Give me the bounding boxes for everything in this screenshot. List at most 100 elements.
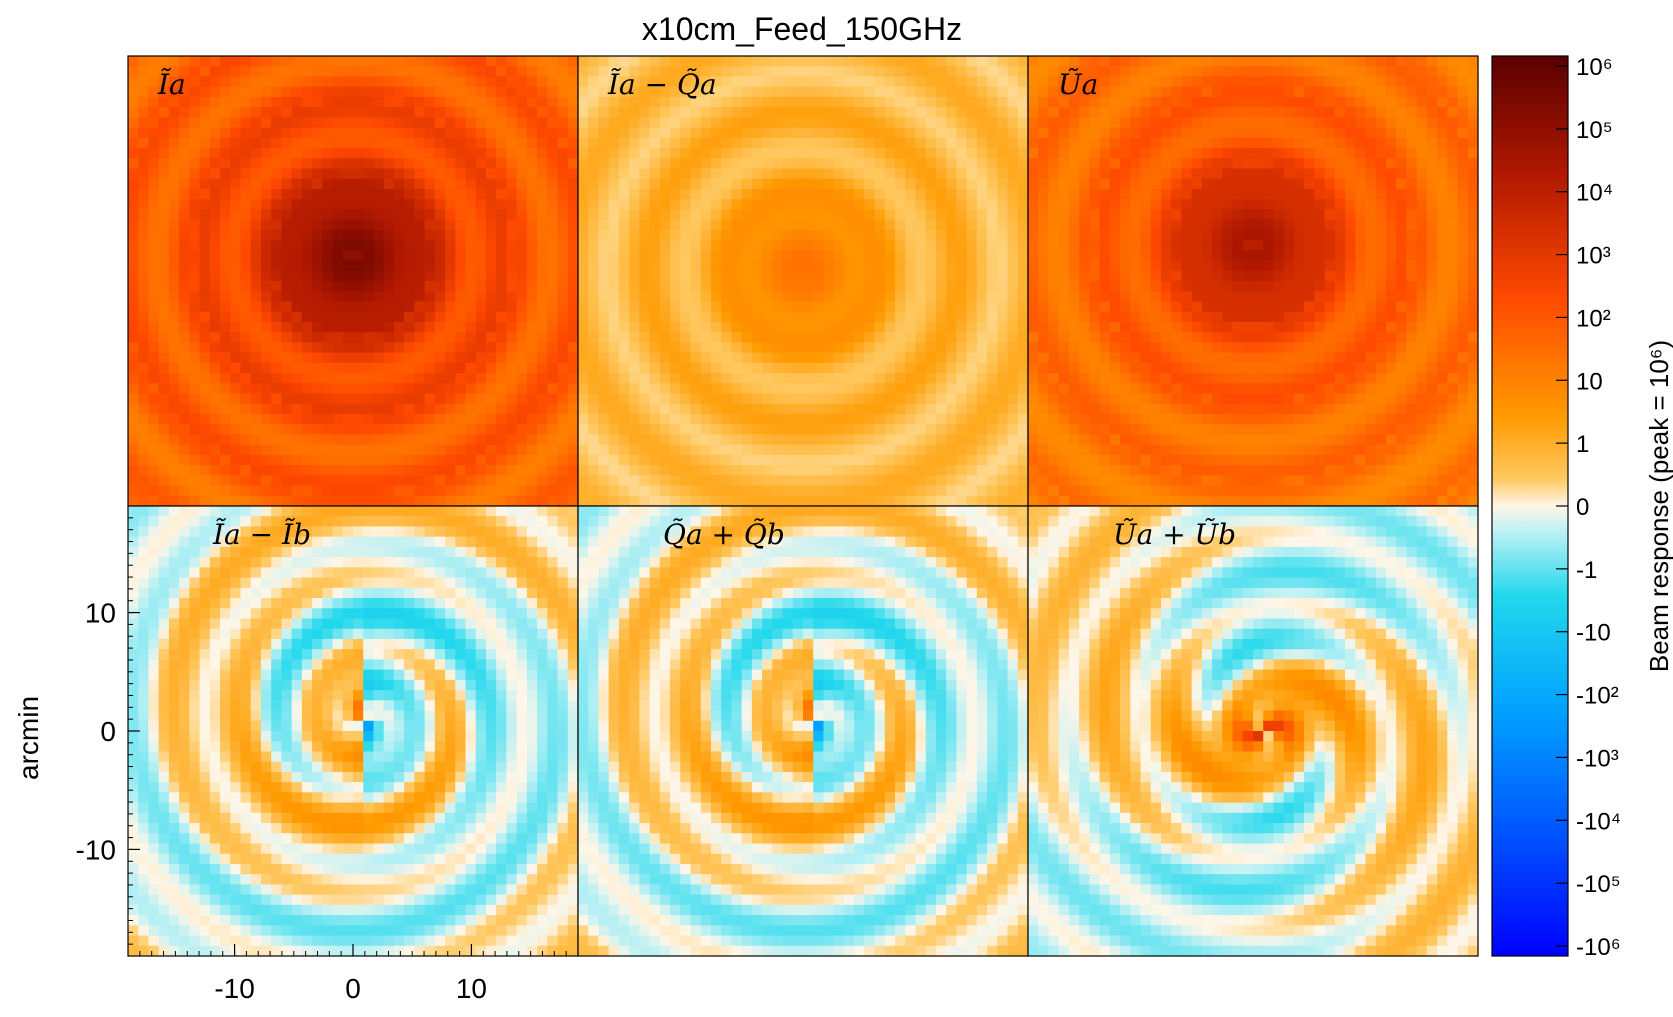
heatmap-cell: [485, 454, 497, 466]
heatmap-cell: [854, 76, 865, 88]
heatmap-cell: [751, 56, 763, 67]
heatmap-cell: [260, 301, 272, 313]
heatmap-cell: [1437, 117, 1448, 129]
heatmap-cell: [516, 393, 528, 405]
heatmap-cell: [598, 291, 610, 303]
heatmap-cell: [158, 86, 170, 98]
heatmap-cell: [782, 158, 794, 170]
heatmap-cell: [629, 168, 640, 180]
heatmap-cell: [1273, 76, 1285, 88]
heatmap-cell: [281, 301, 293, 313]
heatmap-cell: [445, 362, 456, 374]
heatmap-cell: [1201, 148, 1213, 159]
heatmap-cell: [1140, 281, 1152, 292]
heatmap-cell: [1017, 240, 1029, 251]
heatmap-cell: [946, 383, 958, 395]
heatmap-cell: [1181, 240, 1193, 251]
heatmap-cell: [128, 178, 139, 190]
heatmap-cell: [1375, 107, 1387, 118]
heatmap-cell: [1181, 188, 1193, 200]
heatmap-cell: [1038, 96, 1050, 108]
heatmap-cell: [710, 199, 722, 211]
heatmap-cell: [946, 219, 958, 231]
heatmap-cell: [353, 76, 364, 88]
heatmap-cell: [588, 321, 600, 333]
heatmap-cell: [598, 260, 610, 272]
heatmap-cell: [608, 342, 620, 354]
heatmap-cell: [884, 188, 896, 200]
heatmap-cell: [312, 495, 323, 507]
heatmap-cell: [874, 291, 886, 303]
heatmap-cell: [445, 168, 456, 180]
heatmap-cell: [434, 148, 446, 159]
heatmap-cell: [833, 465, 845, 476]
heatmap-cell: [1324, 281, 1336, 292]
heatmap-cell: [1447, 229, 1459, 241]
heatmap-cell: [506, 291, 518, 303]
heatmap-cell: [710, 86, 722, 98]
heatmap-cell: [1232, 86, 1244, 98]
heatmap-cell: [322, 199, 334, 211]
heatmap-cell: [741, 301, 753, 313]
heatmap-cell: [393, 393, 405, 405]
heatmap-cell: [915, 301, 927, 313]
heatmap-cell: [240, 301, 252, 313]
heatmap-cell: [1457, 107, 1469, 118]
heatmap-cell: [1201, 260, 1213, 272]
heatmap-cell: [1253, 178, 1264, 190]
heatmap-cell: [833, 321, 845, 333]
heatmap-cell: [434, 107, 446, 118]
heatmap-cell: [353, 270, 364, 282]
heatmap-cell: [1171, 260, 1183, 272]
heatmap-cell: [404, 76, 415, 88]
heatmap-cell: [629, 475, 640, 487]
heatmap-cell: [537, 352, 548, 364]
heatmap-cell: [301, 485, 313, 497]
heatmap-cell: [1048, 127, 1060, 139]
heatmap-cell: [312, 424, 323, 436]
heatmap-cell: [475, 148, 487, 159]
heatmap-cell: [629, 66, 640, 78]
heatmap-cell: [935, 465, 947, 476]
heatmap-cell: [567, 158, 579, 170]
heatmap-cell: [649, 219, 661, 231]
heatmap-cell: [946, 96, 958, 108]
heatmap-cell: [833, 260, 845, 272]
heatmap-cell: [1201, 86, 1213, 98]
heatmap-cell: [373, 424, 385, 436]
heatmap-cell: [997, 209, 1009, 221]
heatmap-cell: [455, 434, 467, 446]
heatmap-cell: [1201, 188, 1213, 200]
heatmap-cell: [1201, 281, 1213, 292]
heatmap-cell: [956, 240, 968, 251]
heatmap-cell: [1181, 281, 1193, 292]
heatmap-cell: [557, 56, 569, 67]
heatmap-cell: [854, 362, 865, 374]
heatmap-cell: [649, 495, 661, 507]
heatmap-cell: [659, 86, 671, 98]
heatmap-cell: [1017, 311, 1029, 323]
heatmap-cell: [1140, 229, 1152, 241]
heatmap-cell: [1201, 311, 1213, 323]
heatmap-cell: [475, 434, 487, 446]
heatmap-cell: [138, 209, 150, 221]
heatmap-cell: [281, 178, 293, 190]
heatmap-cell: [813, 178, 825, 190]
heatmap-cell: [649, 281, 661, 292]
heatmap-cell: [1232, 168, 1244, 180]
heatmap-cell: [670, 66, 681, 78]
heatmap-cell: [526, 240, 538, 251]
heatmap-cell: [639, 86, 651, 98]
heatmap-cell: [312, 413, 323, 425]
heatmap-cell: [956, 178, 968, 190]
heatmap-cell: [608, 444, 620, 456]
heatmap-cell: [199, 158, 211, 170]
heatmap-cell: [1385, 56, 1397, 67]
heatmap-cell: [946, 188, 958, 200]
heatmap-cell: [782, 86, 794, 98]
heatmap-cell: [751, 270, 763, 282]
heatmap-cell: [782, 281, 794, 292]
heatmap-cell: [1232, 96, 1244, 108]
heatmap-cell: [557, 403, 569, 415]
heatmap-cell: [567, 434, 579, 446]
